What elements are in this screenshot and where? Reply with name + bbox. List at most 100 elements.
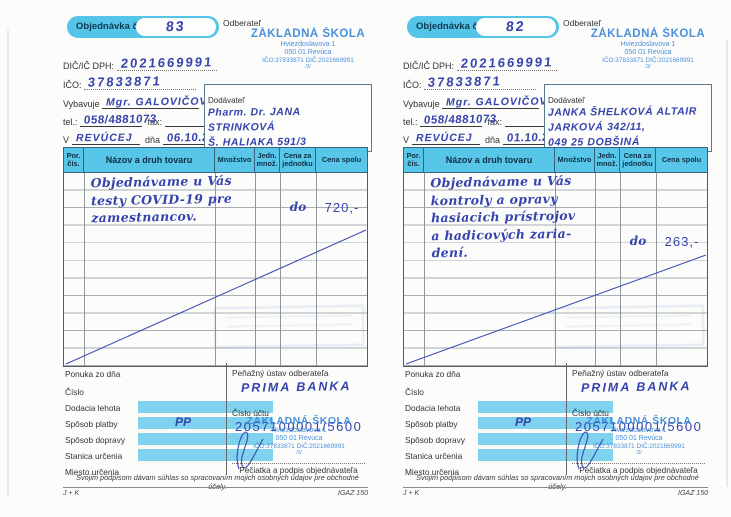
order-number-field: 82 — [476, 18, 556, 36]
col-cena-jednotku: Cena za jednotku — [280, 148, 316, 172]
total-price-value: 720,- — [324, 200, 360, 215]
col-nazov: Názov a druh tovaru — [84, 148, 215, 172]
cislo-label: Číslo — [405, 387, 424, 397]
dodacia-label: Dodacia lehota — [65, 403, 121, 413]
platba-row: Spôsob platby PP — [65, 415, 273, 432]
total-price-value: 263,- — [664, 234, 700, 249]
platba-bar — [478, 417, 613, 429]
ico-field: 37833871 — [84, 73, 197, 90]
doprava-row: Spôsob dopravy — [405, 433, 613, 448]
consent-text: Svojim podpisom dávam súhlas so spracova… — [76, 473, 359, 491]
col-mnozstvo: Množstvo — [555, 148, 595, 172]
account-row: Číslo účtu 2057100001/5600 — [572, 400, 707, 436]
vybavuje-field: Mgr. GALOVIČOVÁ — [102, 92, 216, 109]
items-table-body: Objednávame u Vás testy COVID-19 pre zam… — [63, 173, 368, 367]
items-table-header: Por. čís. Názov a druh tovaru Množstvo J… — [403, 147, 708, 173]
fax-field — [164, 110, 213, 127]
account-value: 2057100001/5600 — [235, 419, 363, 434]
ico-row: IČO: 37833871 — [63, 73, 197, 91]
stamp-street: Hviezdoslavova 1 — [611, 427, 667, 435]
odberatel-label: Odberateľ — [223, 18, 261, 28]
vybavuje-label: Vybavuje — [63, 99, 100, 109]
dic-field: 2021669991 — [456, 54, 557, 71]
account-value: 2057100001/5600 — [575, 419, 703, 434]
platba-bar — [138, 417, 273, 429]
peciatka-label: Pečiatka a podpis objednávateľa — [232, 463, 365, 475]
dodacia-row: Dodacia lehota — [405, 401, 613, 416]
platba-value: PP — [515, 415, 532, 429]
school-stamp-bottom: ZÁKLADNÁ ŠKOLA Hviezdoslavova 1 050 01 R… — [235, 415, 363, 456]
stamp-small: /3/ — [296, 449, 302, 456]
stanica-bar — [478, 449, 613, 461]
fax-label: fax: — [487, 117, 503, 127]
dna-label: dňa — [485, 135, 501, 145]
bank-name-value: PRIMA BANKA — [240, 379, 352, 395]
dic-value: 2021669991 — [119, 54, 214, 71]
place-value: REVÚCEJ — [415, 131, 473, 145]
dodacia-label: Dodacia lehota — [405, 403, 461, 413]
col-jedn: Jedn. množ. — [255, 148, 280, 172]
order-footer-section: Ponuka zo dňa Číslo Dodacia lehota Spôso… — [403, 363, 708, 477]
stamp-ids: IČO:37833871 DIČ:2021669991 — [262, 57, 354, 65]
column-divider — [656, 173, 657, 366]
printer-mark: J + K — [403, 490, 420, 497]
stanica-label: Stanica určenia — [65, 451, 123, 461]
stanica-row: Stanica určenia — [65, 449, 273, 464]
vybavuje-row: Vybavuje Mgr. GALOVIČOVÁ — [403, 92, 556, 110]
printer-mark: J + K — [63, 490, 80, 497]
unit-price-value: do — [629, 234, 647, 248]
vybavuje-row: Vybavuje Mgr. GALOVIČOVÁ — [63, 92, 216, 110]
stamp-school-name: ZÁKLADNÁ ŠKOLA — [250, 28, 366, 40]
stamp-small: /3/ — [645, 63, 651, 70]
bank-name-value: PRIMA BANKA — [580, 379, 692, 395]
stamp-city: 050 01 Revúca — [284, 49, 332, 57]
platba-row: Spôsob platby PP — [405, 415, 613, 432]
dic-value: 2021669991 — [459, 54, 554, 71]
tel-field: 058/4881073 — [80, 110, 157, 127]
signature — [576, 431, 604, 470]
col-mnozstvo: Množstvo — [215, 148, 255, 172]
place-field: REVÚCEJ — [71, 128, 140, 145]
col-cena-jednotku: Cena za jednotku — [620, 148, 656, 172]
supplier-label: Dodávateľ — [548, 96, 585, 105]
signature — [236, 431, 264, 470]
dodacia-bar — [478, 401, 613, 413]
column-divider — [215, 173, 216, 366]
tel-value: 058/4881073 — [423, 113, 498, 127]
column-divider — [84, 173, 85, 366]
stamp-city: 050 01 Revúca — [275, 435, 323, 443]
order-form-left: Objednávka č.: 83 Odberateľ ZÁKLADNÁ ŠKO… — [63, 12, 372, 508]
v-label: V — [63, 135, 70, 145]
miesto-label: Miesto určenia — [405, 467, 459, 477]
ico-value: 37833871 — [427, 73, 503, 90]
ponuka-label: Ponuka zo dňa — [405, 369, 461, 379]
crossed-out-line — [405, 254, 707, 365]
column-divider — [620, 173, 621, 366]
dodacia-bar — [138, 401, 273, 413]
scan-edge-right — [726, 40, 728, 487]
platba-value: PP — [175, 415, 192, 429]
order-number-value: 82 — [505, 17, 527, 35]
ico-value: 37833871 — [87, 73, 163, 90]
penazny-label: Peňažný ústav odberateľa — [572, 368, 669, 378]
col-cena-spolu: Cena spolu — [661, 154, 702, 164]
form-code: IGAZ 150 — [338, 490, 368, 497]
form-code: IGAZ 150 — [678, 490, 708, 497]
stamp-small: /3/ — [305, 63, 311, 70]
dic-row: DIČ/IČ DPH: 2021669991 — [63, 54, 217, 72]
ink-bleed-ghost — [553, 304, 705, 349]
vybavuje-label: Vybavuje — [403, 99, 440, 109]
ico-label: IČO: — [63, 80, 82, 90]
dic-field: 2021669991 — [116, 54, 217, 71]
platba-label: Spôsob platby — [65, 419, 118, 429]
supplier-label: Dodávateľ — [208, 96, 245, 105]
school-stamp: ZÁKLADNÁ ŠKOLA Hviezdoslavova 1 050 01 R… — [248, 28, 368, 70]
odberatel-label: Odberateľ — [563, 18, 601, 28]
items-table: Por. čís. Názov a druh tovaru Množstvo J… — [403, 147, 708, 367]
date-field: 06.10.2021 — [162, 128, 230, 145]
ponuka-label: Ponuka zo dňa — [65, 369, 121, 379]
date-field: 01.10.2021 — [502, 128, 570, 145]
order-number-pill: Objednávka č.: 83 — [67, 16, 219, 38]
order-number-field: 83 — [136, 18, 216, 36]
